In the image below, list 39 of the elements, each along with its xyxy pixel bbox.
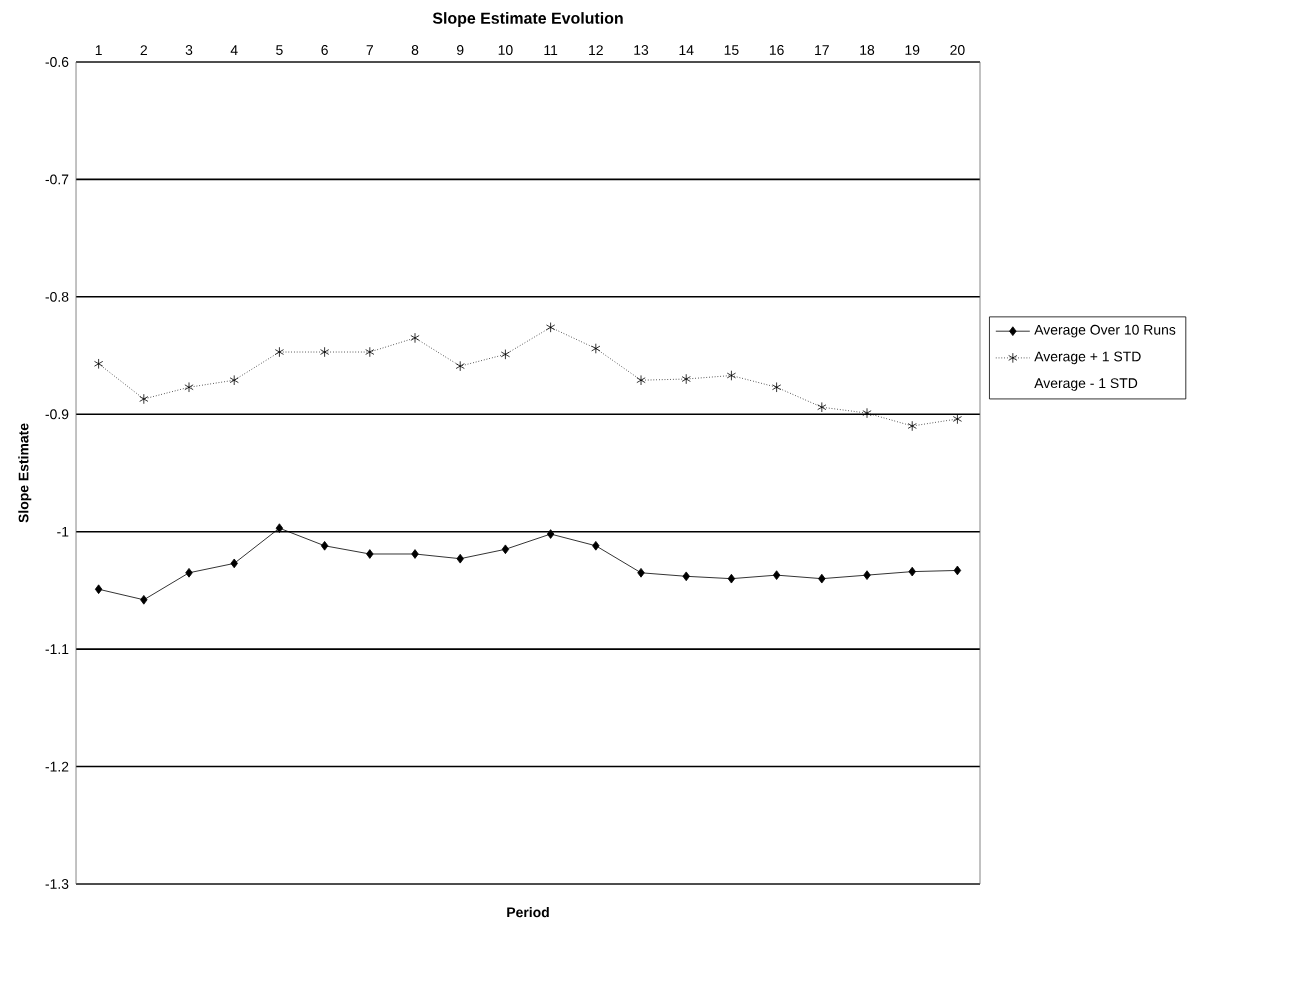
point (682, 571, 690, 582)
point (681, 373, 691, 385)
point (275, 523, 284, 533)
point (546, 322, 556, 333)
point (727, 573, 736, 584)
point (94, 358, 104, 369)
point (410, 332, 420, 344)
point (907, 420, 917, 432)
point (592, 540, 600, 551)
point (501, 544, 510, 555)
point (456, 553, 464, 564)
point (94, 584, 103, 595)
point (455, 360, 465, 372)
point (546, 529, 555, 539)
point (184, 382, 194, 393)
point (365, 346, 375, 358)
point (818, 573, 826, 584)
point (229, 375, 239, 386)
point (953, 565, 962, 576)
point (908, 566, 916, 577)
point (636, 375, 646, 386)
point (500, 349, 510, 360)
point (591, 343, 601, 354)
point (772, 570, 781, 580)
point (230, 558, 238, 569)
point (139, 393, 149, 405)
point (366, 549, 374, 559)
point (726, 370, 736, 381)
point (411, 549, 419, 559)
point (320, 540, 329, 551)
point (274, 346, 284, 358)
point (185, 567, 193, 578)
point (320, 346, 330, 358)
point (862, 407, 872, 419)
point (140, 594, 148, 605)
point (817, 402, 827, 413)
point (637, 567, 645, 578)
point (863, 570, 871, 580)
point (772, 382, 782, 393)
